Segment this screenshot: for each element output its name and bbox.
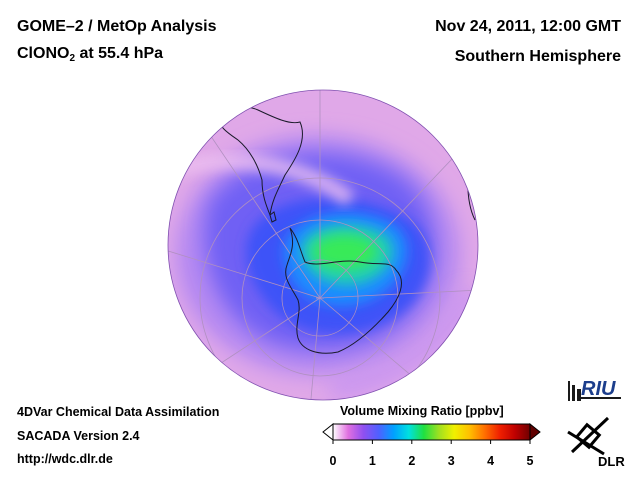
colorbar-right-arrow (529, 422, 541, 442)
coastline-south-america (217, 106, 303, 217)
meridian (168, 249, 321, 299)
field-peak-green (313, 235, 377, 269)
colorbar-ticks (332, 440, 531, 444)
meridian (319, 289, 478, 299)
hemisphere-label: Southern Hemisphere (454, 48, 621, 65)
colorbar-tick-label: 0 (329, 454, 337, 468)
colorbar-tick-label: 2 (408, 454, 416, 468)
coastline-antarctica (285, 227, 402, 354)
riu-logo: RIU (568, 378, 621, 401)
footer-url-link[interactable]: http://wdc.dlr.de (17, 452, 113, 466)
globe-field (168, 90, 478, 400)
meridian (319, 139, 471, 299)
arc-lower-band (328, 286, 478, 399)
globe-outline (167, 89, 479, 401)
colorbar-tick-label: 5 (526, 454, 534, 468)
species-subscript: 2 (69, 53, 76, 64)
colorbar-title: Volume Mixing Ratio [ppbv] (340, 404, 504, 418)
footer-system-name: 4DVar Chemical Data Assimilation (17, 405, 220, 419)
footer-version: SACADA Version 2.4 (17, 429, 140, 443)
dlr-logo-text: DLR (598, 454, 625, 469)
meridian (199, 119, 321, 299)
riu-logo-mark (568, 381, 570, 401)
meridian (309, 297, 321, 400)
colorbar-gradient (332, 423, 531, 441)
dlr-logo: DLR (567, 416, 625, 469)
riu-logo-mark (572, 385, 575, 401)
species-name: ClONO (17, 45, 70, 62)
colorbar-tick-label: 1 (368, 454, 376, 468)
colorbar-tick-label: 4 (487, 454, 495, 468)
date-time: Nov 24, 2011, 12:00 GMT (435, 18, 621, 35)
riu-logo-mark (577, 389, 581, 401)
dlr-logo-emblem (567, 416, 610, 456)
pressure-level: at 55.4 hPa (75, 45, 164, 62)
title-line-1: GOME–2 / MetOp Analysis (17, 18, 217, 35)
riu-logo-text: RIU (581, 378, 616, 400)
colorbar-tick-label: 3 (447, 454, 455, 468)
colorbar-left-arrow (322, 422, 334, 442)
coastline-tierra-del-fuego (269, 211, 277, 223)
riu-logo-underline (581, 397, 621, 399)
title-line-2: ClONO2 at 55.4 hPa (17, 46, 163, 64)
